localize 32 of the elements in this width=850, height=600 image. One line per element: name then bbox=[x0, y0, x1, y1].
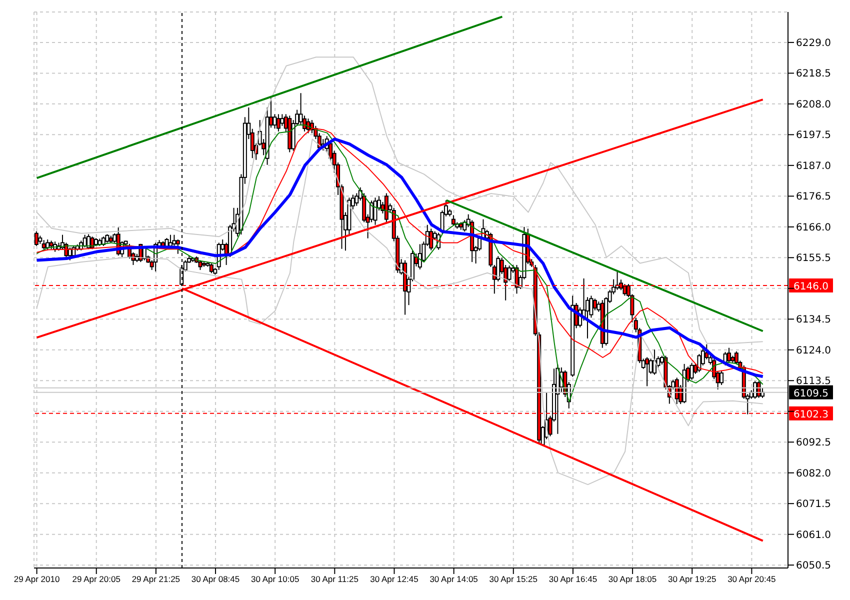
x-tick-label: 29 Apr 21:25 bbox=[132, 574, 180, 584]
y-tick-label: 6082.0 bbox=[796, 468, 831, 480]
y-tick-label: 6218.5 bbox=[796, 68, 831, 80]
y-tick-label: 6071.5 bbox=[796, 499, 831, 510]
x-tick-label: 30 Apr 10:05 bbox=[250, 574, 300, 584]
x-tick-label: 30 Apr 15:25 bbox=[489, 574, 538, 584]
x-tick-label: 29 Apr 20:05 bbox=[72, 574, 121, 584]
ref-line-label: 6109.5 bbox=[794, 388, 828, 400]
x-tick-label: 30 Apr 16:45 bbox=[548, 574, 598, 584]
x-tick-label: 30 Apr 12:45 bbox=[370, 574, 419, 584]
y-tick-label: 6176.5 bbox=[796, 192, 831, 203]
ref-line-label: 6102.3 bbox=[794, 409, 828, 420]
x-tick-label: 30 Apr 14:05 bbox=[430, 574, 478, 584]
y-tick-label: 6166.0 bbox=[796, 222, 831, 234]
y-tick-label: 6050.5 bbox=[796, 560, 831, 572]
y-tick-label: 6187.0 bbox=[796, 160, 831, 172]
x-tick-label: 30 Apr 18:05 bbox=[608, 574, 657, 584]
y-tick-label: 6208.0 bbox=[796, 99, 831, 110]
y-tick-label: 6061.0 bbox=[796, 530, 831, 541]
y-tick-label: 6197.5 bbox=[796, 130, 831, 142]
y-tick-label: 6134.5 bbox=[796, 314, 831, 326]
x-tick-label: 29 Apr 2010 bbox=[14, 574, 60, 584]
y-tick-label: 6092.5 bbox=[796, 438, 831, 449]
y-tick-label: 6155.5 bbox=[796, 253, 831, 264]
x-tick-label: 30 Apr 19:25 bbox=[668, 574, 716, 584]
y-tick-label: 6124.0 bbox=[796, 345, 831, 356]
x-tick-label: 30 Apr 20:45 bbox=[728, 574, 776, 584]
x-tick-label: 30 Apr 08:45 bbox=[191, 574, 240, 584]
x-tick-label: 30 Apr 11:25 bbox=[310, 574, 359, 584]
y-tick-label: 6229.0 bbox=[796, 38, 831, 49]
y-tick-label: 6113.5 bbox=[796, 376, 831, 388]
ref-line-label: 6146.0 bbox=[794, 281, 828, 292]
